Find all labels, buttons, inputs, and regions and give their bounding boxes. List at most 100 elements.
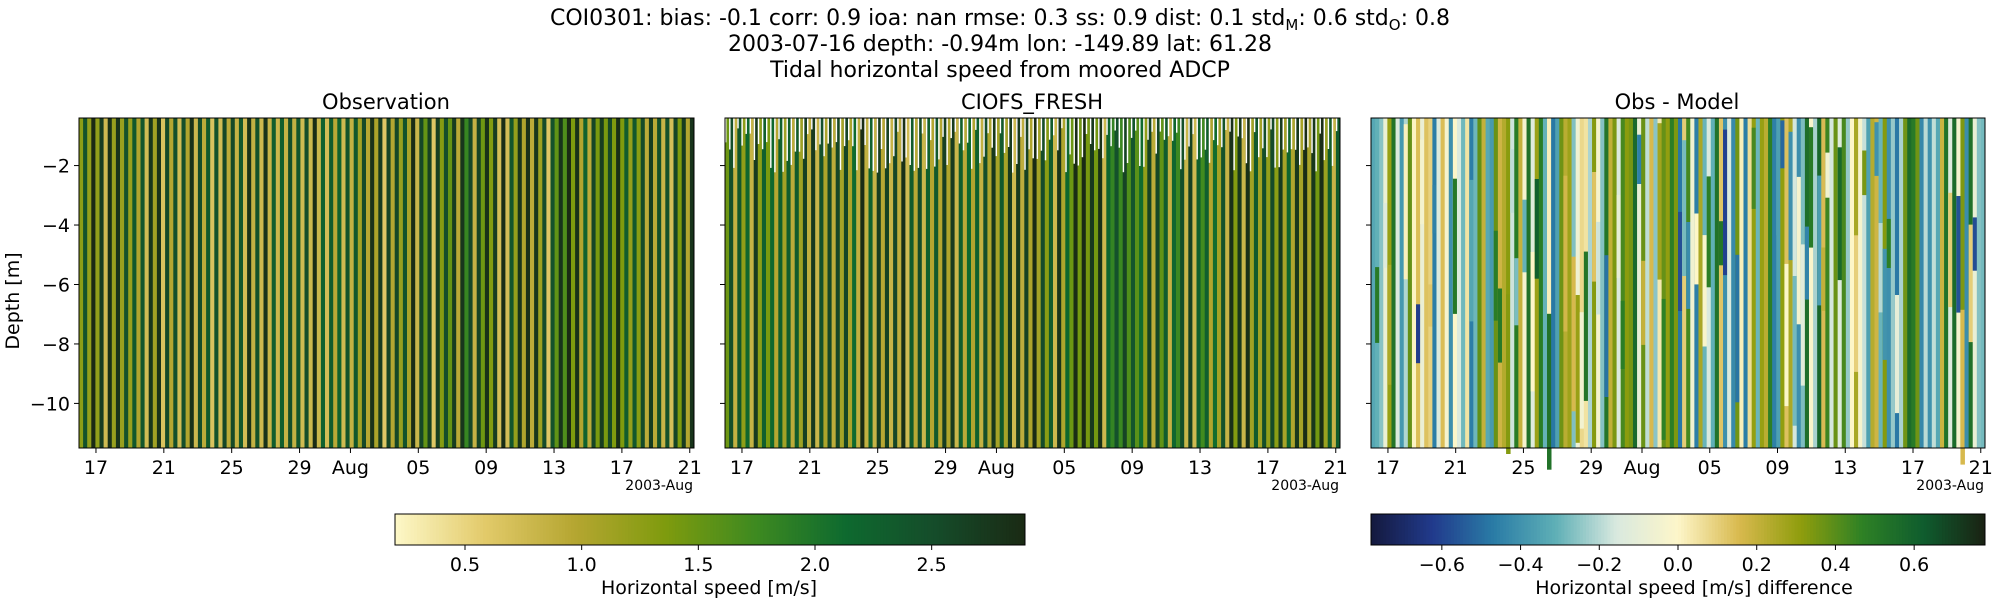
heatmap-cell [1007,118,1010,147]
heatmap-cell [1323,118,1329,448]
colorbar-segment [1466,514,1470,545]
colorbar-segment [993,514,998,545]
colorbar-segment [1920,514,1925,545]
heatmap-cell [341,118,346,448]
heatmap-cell [741,118,743,146]
heatmap-cell [546,118,551,448]
colorbar-segment [754,514,758,545]
heatmap-cell [843,118,846,147]
heatmap-cell [1028,118,1033,448]
heatmap-cell [300,118,305,448]
colorbar-segment [936,514,941,545]
heatmap-cell [1506,294,1511,454]
colorbar-segment [921,514,925,545]
heatmap-cell [1747,118,1753,448]
colorbar-segment [1444,514,1449,545]
heatmap-cell [1690,118,1695,448]
heatmap-cell [1534,179,1540,279]
heatmap-cell [1122,118,1128,448]
x-tick-label: 17 [1901,457,1925,479]
x-tick-label: 17 [1256,457,1280,479]
heatmap-cell [1057,118,1062,448]
heatmap-cell [640,118,646,448]
heatmap-cell [1894,295,1900,414]
colorbar-segment [924,514,928,545]
heatmap-cell [374,118,379,448]
heatmap-cell [1723,129,1728,276]
colorbar-segment [1767,514,1771,545]
heatmap-cell [1204,118,1210,448]
heatmap-cell [1327,118,1333,448]
heatmap-cell [136,118,141,448]
colorbar-segment [476,514,481,545]
colorbar-segment [776,514,780,545]
colorbar-segment [1699,514,1704,545]
heatmap-cell [782,118,784,172]
colorbar-segment [949,514,954,545]
colorbar-segment [1601,514,1605,545]
heatmap-cell [995,118,998,157]
colorbar-segment [1616,514,1621,545]
heatmap-cell [1245,118,1251,448]
heatmap-cell [1024,118,1026,170]
heatmap-cell [983,118,988,448]
heatmap-cell [1632,118,1638,448]
heatmap-cell [1890,118,1896,448]
heatmap-cell [880,118,883,149]
heatmap-cell [1493,230,1499,321]
heatmap-cell [897,118,902,448]
colorbar-segment [398,514,402,545]
heatmap-cell [848,118,850,141]
heatmap-cell [1253,118,1259,448]
heatmap-cell [320,118,326,448]
heatmap-cell [386,118,391,448]
heatmap-cell [995,118,1001,448]
heatmap-cell [1299,118,1301,165]
heatmap-cell [292,118,297,448]
colorbar-segment [1659,514,1664,545]
colorbar-segment [640,514,645,545]
heatmap-cell [1118,118,1121,148]
heatmap-cell [1710,118,1716,448]
colorbar-segment [801,514,805,545]
heatmap-cell [807,118,812,448]
plot-frame [1370,117,1986,449]
heatmap-cell [1637,134,1642,184]
heatmap-cell [811,118,816,448]
x-tick-label: 09 [1120,457,1144,479]
colorbar-segment [971,514,976,545]
heatmap-cell [1796,176,1802,325]
heatmap-cell [480,118,486,448]
heatmap-cell [1939,118,1945,448]
heatmap-cell [1311,118,1313,154]
heatmap-cell [476,118,482,448]
colorbar-segment [410,514,415,545]
colorbar-segment [795,514,799,545]
colorbar-segment [656,514,661,545]
heatmap-cell [889,118,891,164]
heatmap-cell [579,118,584,448]
heatmap-cell [1094,118,1096,151]
heatmap-cell [1899,118,1904,448]
heatmap-cell [1788,118,1794,448]
heatmap-cell [1706,176,1712,288]
heatmap-cell [1151,118,1156,448]
chart-header-stats: COI0301: bias: -0.1 corr: 0.9 ioa: nan r… [550,6,1450,34]
heatmap-cell [575,118,580,448]
colorbar-segment [735,514,739,545]
heatmap-cell [1604,255,1609,397]
heatmap-cell [737,118,739,129]
heatmap-cell [1053,118,1055,136]
heatmap-cell [83,118,88,448]
heatmap-cell [1907,118,1912,448]
heatmap-cell [1065,118,1070,448]
heatmap-cell [725,118,727,143]
heatmap-cell [729,118,734,448]
colorbar-segment [533,514,538,545]
colorbar-segment [763,514,768,545]
heatmap-cell [860,118,862,130]
colorbar-segment [782,514,787,545]
heatmap-cell [729,118,731,150]
heatmap-cell [1044,118,1050,448]
colorbar-segment [974,514,979,545]
